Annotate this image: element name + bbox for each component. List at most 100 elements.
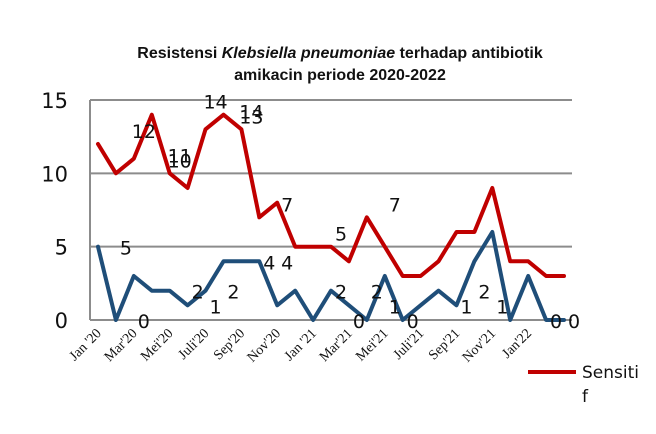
data-point xyxy=(384,275,386,277)
data-point xyxy=(527,275,529,277)
data-point xyxy=(312,246,314,248)
data-label: 4 xyxy=(263,252,275,274)
y-tick-label: 5 xyxy=(55,236,68,260)
data-point xyxy=(473,260,475,262)
data-label: 0 xyxy=(353,311,365,333)
y-tick-label: 10 xyxy=(41,162,68,186)
data-point xyxy=(276,202,278,204)
data-point xyxy=(294,290,296,292)
data-point xyxy=(563,319,565,321)
data-point xyxy=(366,319,368,321)
x-tick-label: Juli'20 xyxy=(176,326,213,363)
data-point xyxy=(169,290,171,292)
legend-label-line2: f xyxy=(582,387,589,407)
y-tick-label: 0 xyxy=(55,309,68,333)
data-point xyxy=(222,260,224,262)
x-tick-label: Nov'21 xyxy=(460,326,499,365)
data-point xyxy=(348,304,350,306)
data-point xyxy=(169,172,171,174)
data-point xyxy=(563,275,565,277)
data-label: 5 xyxy=(120,238,132,260)
data-point xyxy=(97,143,99,145)
data-label: 5 xyxy=(335,224,347,246)
legend: Sensiti f xyxy=(528,363,639,407)
x-tick-label: Sep'21 xyxy=(426,326,463,363)
data-point xyxy=(222,114,224,116)
x-tick-label: Mar'20 xyxy=(102,326,141,365)
data-label: 7 xyxy=(281,194,293,216)
data-point xyxy=(312,319,314,321)
data-point xyxy=(187,304,189,306)
data-point xyxy=(420,304,422,306)
data-label: 0 xyxy=(407,311,419,333)
legend-label-line1: Sensiti xyxy=(582,363,639,383)
data-label: 14 xyxy=(203,92,227,114)
data-point xyxy=(276,304,278,306)
y-tick-label: 15 xyxy=(41,89,68,113)
data-label: 1 xyxy=(460,296,472,318)
data-point xyxy=(384,246,386,248)
data-label: 1 xyxy=(209,296,221,318)
data-point xyxy=(455,304,457,306)
x-tick-label: Jan '21 xyxy=(282,326,320,364)
chart-title-line1: Resistensi Klebsiella pneumoniae terhada… xyxy=(137,45,543,62)
data-point xyxy=(473,231,475,233)
data-point xyxy=(455,231,457,233)
data-label: 7 xyxy=(389,194,401,216)
data-point xyxy=(438,290,440,292)
data-point xyxy=(115,172,117,174)
x-tick-label: Jan '20 xyxy=(67,326,105,364)
data-label: 1 xyxy=(496,296,508,318)
x-tick-label: Jan'22 xyxy=(499,326,534,361)
data-point xyxy=(151,114,153,116)
data-point xyxy=(420,275,422,277)
data-point xyxy=(527,260,529,262)
data-label: 10 xyxy=(168,150,192,172)
data-point xyxy=(491,187,493,189)
data-point xyxy=(133,275,135,277)
series-line-0 xyxy=(96,112,566,278)
title-suffix: terhadap antibiotik xyxy=(395,45,543,62)
data-label: 2 xyxy=(371,282,383,304)
data-point xyxy=(348,260,350,262)
data-label: 11 xyxy=(168,146,192,168)
series-lines xyxy=(96,112,566,322)
data-point xyxy=(240,260,242,262)
title-prefix: Resistensi xyxy=(137,45,221,62)
data-point xyxy=(294,246,296,248)
data-point xyxy=(545,275,547,277)
data-point xyxy=(366,216,368,218)
chart-title-line2: amikacin periode 2020-2022 xyxy=(234,67,446,84)
data-point xyxy=(240,128,242,130)
data-point xyxy=(97,246,99,248)
data-label: 0 xyxy=(568,311,580,333)
data-point xyxy=(509,319,511,321)
title-italic: Klebsiella pneumoniae xyxy=(222,45,395,62)
x-tick-label: Nov'20 xyxy=(245,326,284,365)
data-label: 2 xyxy=(227,282,239,304)
x-tick-label: Mar'21 xyxy=(317,326,356,365)
data-point xyxy=(330,290,332,292)
data-label: 2 xyxy=(192,282,204,304)
data-point xyxy=(151,290,153,292)
data-point xyxy=(402,275,404,277)
data-point xyxy=(330,246,332,248)
data-point xyxy=(545,319,547,321)
y-axis: 0 5 10 15 xyxy=(41,89,91,333)
data-label: 14 xyxy=(239,102,263,124)
data-label: 4 xyxy=(281,252,293,274)
data-point xyxy=(205,290,207,292)
data-label: 0 xyxy=(138,311,150,333)
data-label: 2 xyxy=(478,282,490,304)
data-label: 0 xyxy=(550,311,562,333)
data-point xyxy=(402,319,404,321)
data-point xyxy=(258,260,260,262)
data-point xyxy=(205,128,207,130)
data-label: 2 xyxy=(335,282,347,304)
data-point xyxy=(509,260,511,262)
data-label: 13 xyxy=(239,106,263,128)
data-point xyxy=(258,216,260,218)
